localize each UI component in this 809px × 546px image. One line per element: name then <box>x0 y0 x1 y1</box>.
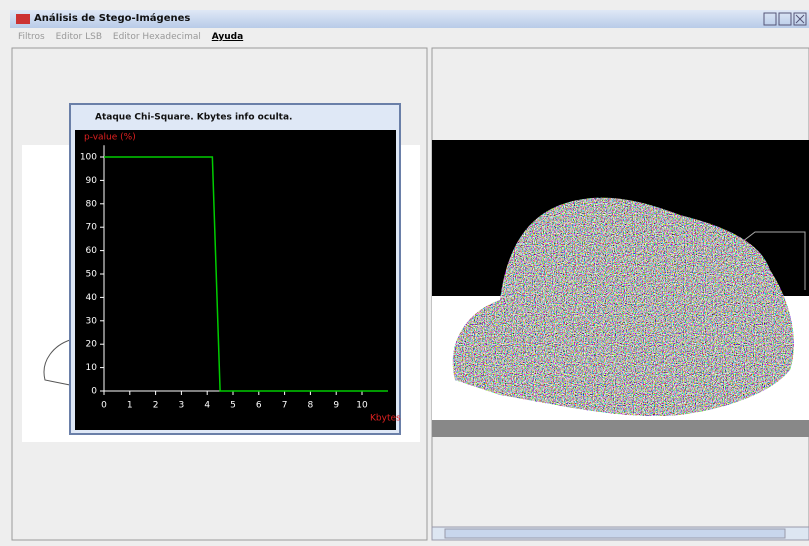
y-tick-label: 70 <box>86 223 98 233</box>
app-window: Análisis de Stego-Imágenes Filtros Edito… <box>0 0 809 546</box>
x-tick-label: 5 <box>230 401 236 411</box>
y-tick-label: 10 <box>86 363 98 373</box>
x-tick-label: 8 <box>308 401 314 411</box>
x-tick-label: 1 <box>127 401 133 411</box>
y-tick-label: 30 <box>86 316 98 326</box>
x-tick-label: 3 <box>179 401 185 411</box>
x-axis-label: Kbytes <box>370 414 401 424</box>
x-tick-label: 6 <box>256 401 262 411</box>
scroll-thumb[interactable] <box>445 529 785 538</box>
x-tick-label: 10 <box>356 401 368 411</box>
frame-title: Ataque Chi-Square. Kbytes info oculta. <box>95 113 292 123</box>
y-axis-label: p-value (%) <box>84 133 136 143</box>
stego-image-bottom <box>432 420 809 437</box>
x-tick-label: 4 <box>204 401 210 411</box>
workspace: Ataque Chi-Square. Kbytes info oculta. 0… <box>0 0 809 546</box>
y-tick-label: 90 <box>86 176 98 186</box>
y-tick-label: 80 <box>86 199 98 209</box>
x-tick-label: 0 <box>101 401 107 411</box>
y-tick-label: 50 <box>86 270 98 280</box>
chart-area <box>75 130 396 430</box>
y-tick-label: 60 <box>86 246 98 256</box>
x-tick-label: 9 <box>333 401 339 411</box>
y-tick-label: 100 <box>80 153 97 163</box>
x-tick-label: 7 <box>282 401 288 411</box>
y-tick-label: 20 <box>86 340 98 350</box>
y-tick-label: 40 <box>86 293 98 303</box>
y-tick-label: 0 <box>91 387 97 397</box>
x-tick-label: 2 <box>153 401 159 411</box>
